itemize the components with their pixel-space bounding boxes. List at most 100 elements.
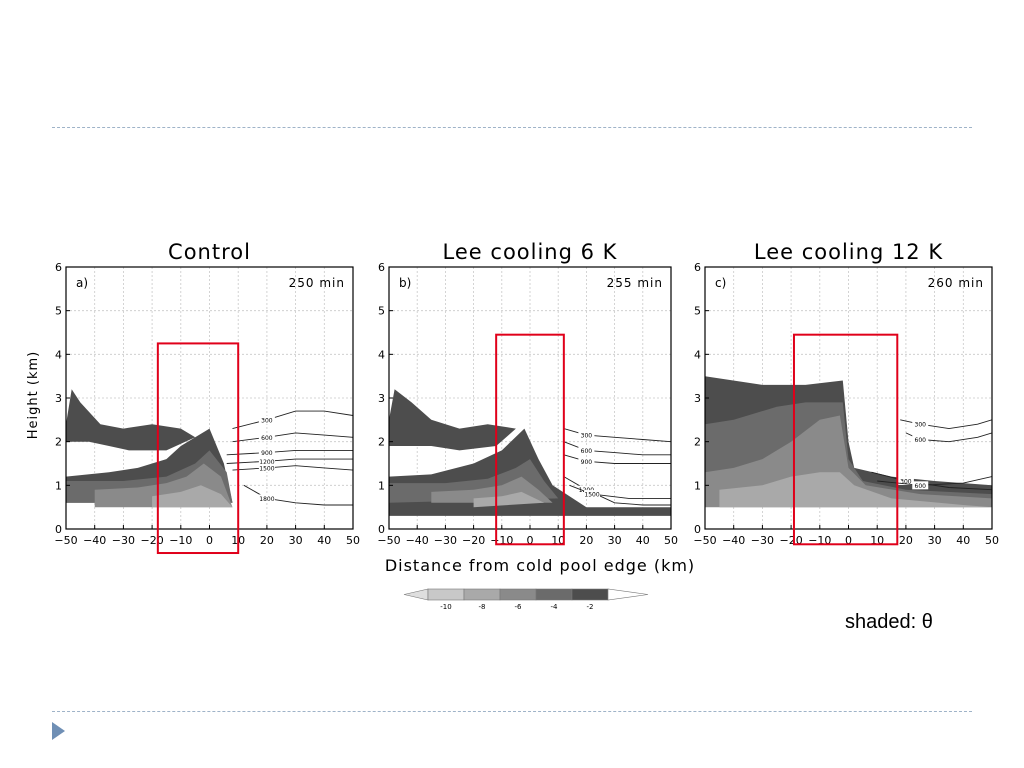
colorbar: -10 -8 -6 -4 -2 [403,588,649,611]
y-tick-label: 5 [694,305,701,318]
highlight-box [156,342,240,555]
x-tick-label: 30 [928,534,942,547]
y-tick-label: 1 [55,479,62,492]
contour-label: 900 [261,450,273,457]
contour-label-bg [578,431,595,440]
x-tick-label: −40 [83,534,106,547]
colorbar-label: -2 [587,603,594,611]
contour-label-bg [897,476,914,485]
contour-label-bg [258,433,275,442]
shade-m8 [152,485,233,508]
contour-label: 1500 [259,465,274,472]
y-tick-label: 6 [694,261,701,274]
x-tick-label: 0 [206,534,213,547]
x-tick-label: −10 [169,534,192,547]
contour-1200 [563,476,671,506]
x-tick-label: 30 [289,534,303,547]
x-tick-label: −40 [406,534,429,547]
colorbar-segment [427,588,465,601]
contour-label-bg [258,457,275,466]
shade-m8 [719,472,992,508]
x-tick-label: 20 [579,534,593,547]
bottom-divider [52,711,972,712]
contour-1500 [569,484,671,499]
contour-label-bg [578,485,595,494]
contour-label-bg [258,448,275,457]
panel-2: 30060090012001500−50−40−30−20−1001020304… [377,240,678,547]
contour-label: 1800 [259,496,274,503]
highlight-box [792,333,899,546]
contour-label-bg [584,490,601,499]
contour-600 [232,432,353,443]
colorbar-label: -4 [551,603,559,611]
panel-label: c) [715,276,726,290]
colorbar-label: -10 [440,603,451,611]
contour-label: 300 [900,478,912,485]
colorbar-segment [571,588,609,601]
contour-900 [226,449,353,456]
contour-label: 600 [581,448,593,455]
x-tick-label: 50 [346,534,360,547]
shading-caption: shaded: θ [845,611,933,633]
x-tick-label: 20 [260,534,274,547]
contour-label-bg [578,446,595,455]
x-tick-label: −50 [693,534,716,547]
x-tick-label: −20 [462,534,485,547]
panel-label: b) [399,276,411,290]
contour-label-bg [258,415,275,424]
x-tick-label: 40 [317,534,331,547]
y-tick-label: 0 [378,523,385,536]
time-label: 260 min [928,276,984,290]
slide-bullet-icon [52,722,65,740]
contour-label: 300 [581,433,593,440]
x-tick-label: −50 [54,534,77,547]
y-tick-label: 0 [694,523,701,536]
contour-label: 600 [915,483,927,490]
y-tick-label: 3 [55,392,62,405]
x-tick-label: 40 [636,534,650,547]
highlight-box [495,333,565,546]
colorbar-segment [499,588,537,601]
contour-label: 300 [915,422,927,429]
panel-label: a) [76,276,88,290]
contour-label-bg [258,494,275,503]
y-tick-label: 5 [55,305,62,318]
y-tick-label: 2 [694,436,701,449]
top-divider [52,127,972,128]
contour-label: 1200 [259,459,274,466]
panel-title: Lee cooling 12 K [754,240,943,264]
y-tick-label: 4 [694,348,701,361]
x-tick-label: −40 [722,534,745,547]
contour-label: 900 [581,459,593,466]
y-tick-label: 6 [55,261,62,274]
contour-1200 [226,458,353,464]
contour-1800 [243,484,353,506]
y-tick-label: 1 [694,479,701,492]
contour-1500 [232,465,353,471]
contour-label-bg [912,481,929,490]
time-label: 250 min [289,276,345,290]
shade-m8 [473,491,545,508]
x-tick-label: 50 [985,534,999,547]
x-tick-label: 30 [608,534,622,547]
panel-title: Control [168,240,251,264]
y-tick-label: 4 [378,348,385,361]
panel-title: Lee cooling 6 K [443,240,618,264]
contour-label: 1500 [584,492,599,499]
contour-label-bg [258,463,275,472]
x-tick-label: −50 [377,534,400,547]
colorbar-low-arrow [403,588,429,601]
x-tick-label: 50 [664,534,678,547]
x-tick-label: −20 [140,534,163,547]
contour-300 [232,410,353,430]
y-tick-label: 3 [378,392,385,405]
colorbar-segment [463,588,501,601]
y-tick-label: 3 [694,392,701,405]
x-tick-label: −30 [112,534,135,547]
colorbar-label: -8 [479,603,486,611]
